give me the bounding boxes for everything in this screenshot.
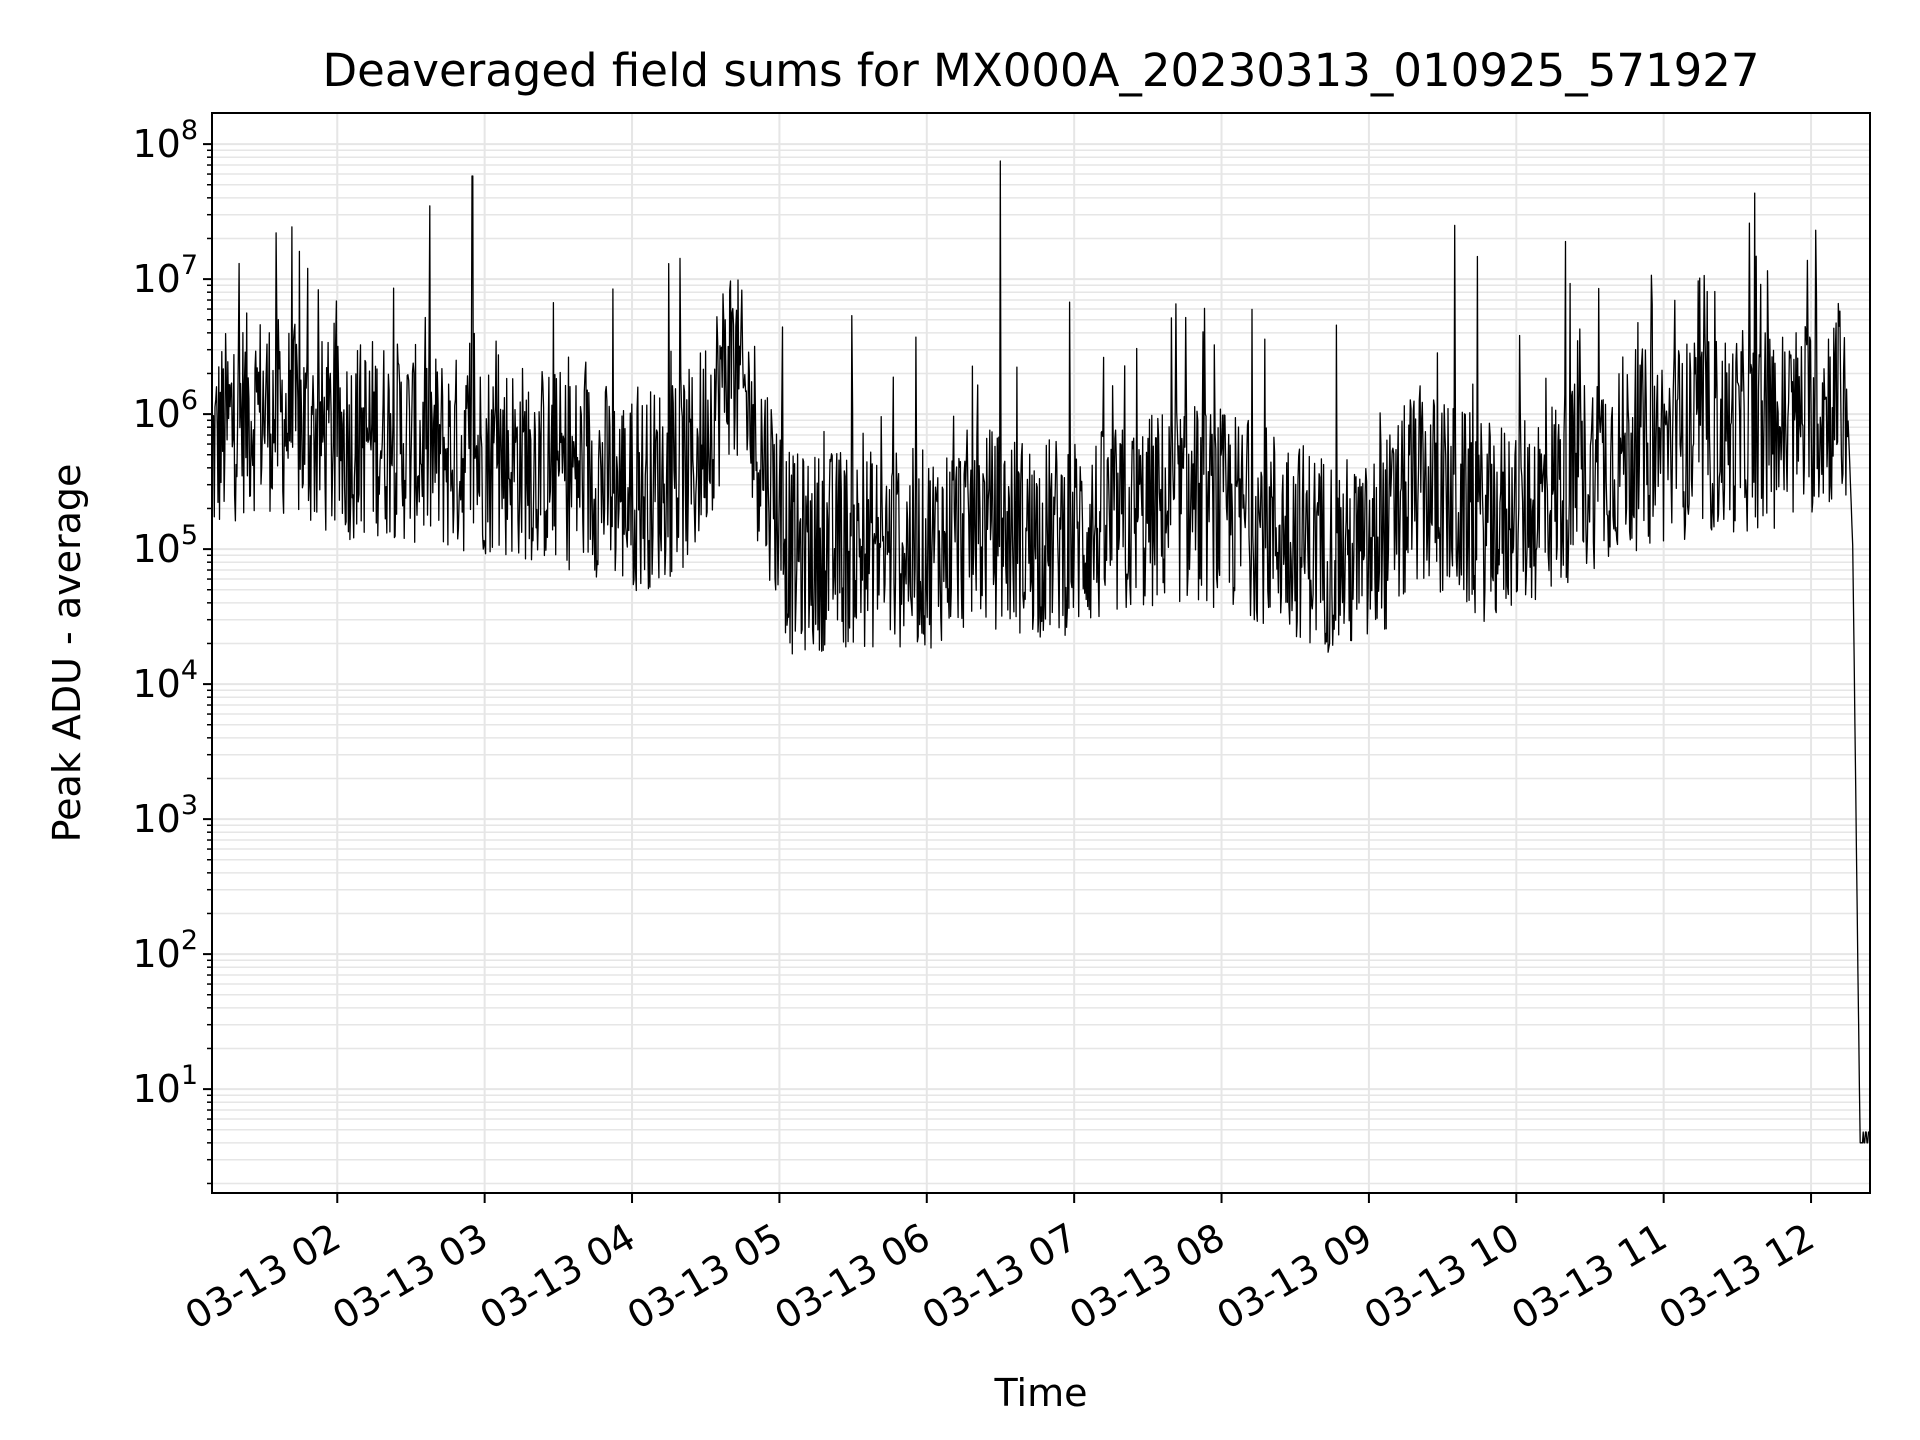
chart-title: Deaveraged field sums for MX000A_2023031…: [323, 44, 1760, 97]
x-axis-label: Time: [994, 1371, 1088, 1415]
y-axis: 101 102 103 104 105 106 107 108: [132, 115, 212, 1185]
y-tick-label: 102: [132, 925, 198, 976]
y-axis-label: Peak ADU - average: [45, 464, 89, 843]
plot-frame: [211, 112, 1871, 1194]
y-tick-label: 103: [132, 790, 198, 841]
y-tick-label: 105: [132, 520, 198, 571]
series-line: [211, 160, 1870, 1144]
series-layer: [211, 160, 1870, 1144]
y-tick-label: 106: [132, 385, 198, 436]
y-tick-label: 108: [132, 115, 198, 166]
y-tick-label: 107: [132, 250, 198, 301]
y-tick-label: 104: [132, 655, 198, 706]
y-tick-label: 101: [132, 1060, 198, 1111]
